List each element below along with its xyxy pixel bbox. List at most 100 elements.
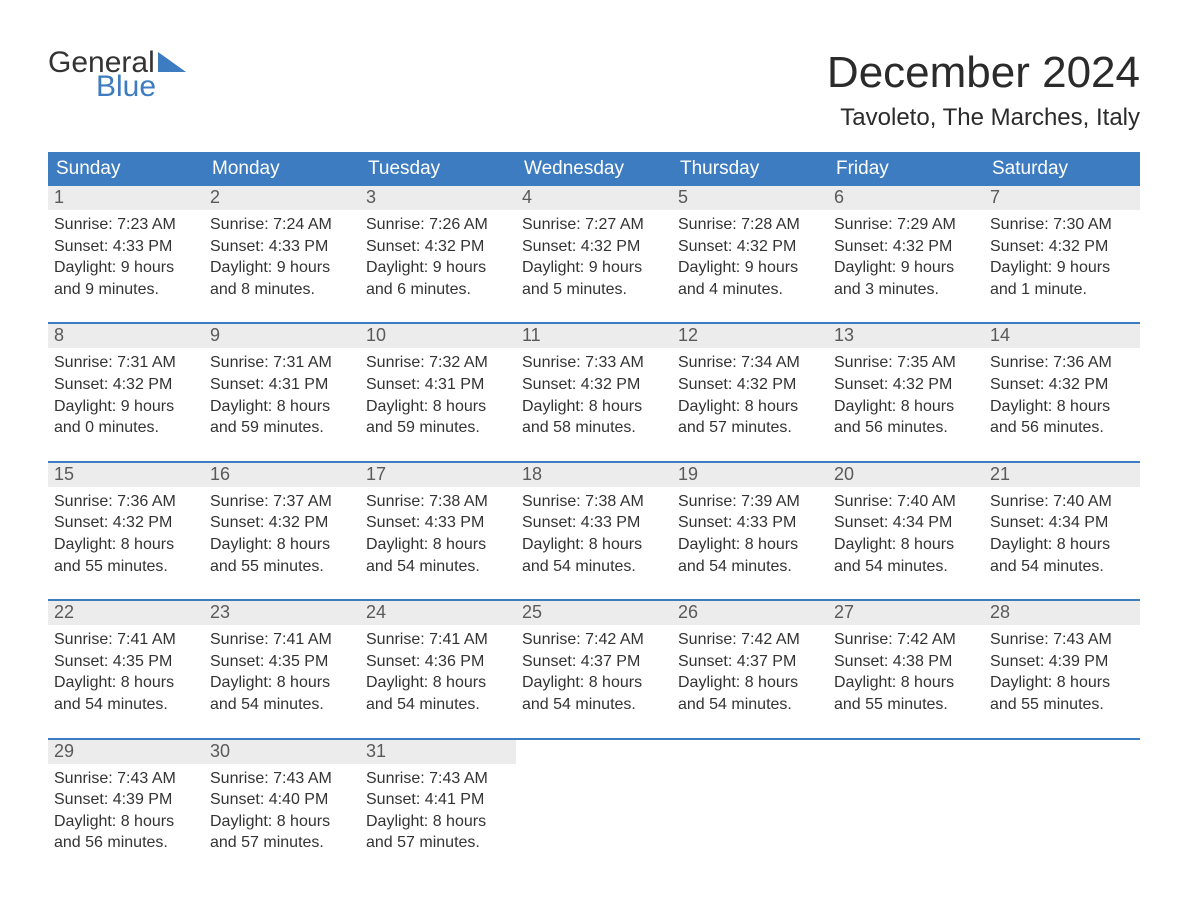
sunset-text: Sunset: 4:33 PM	[210, 236, 354, 258]
dow-monday: Monday	[204, 152, 360, 186]
page-header: General Blue December 2024 Tavoleto, The…	[48, 48, 1140, 132]
sunrise-text: Sunrise: 7:37 AM	[210, 491, 354, 513]
day-detail-cell: Sunrise: 7:28 AMSunset: 4:32 PMDaylight:…	[672, 210, 828, 322]
sunset-text: Sunset: 4:35 PM	[54, 651, 198, 673]
daylight-line2: and 9 minutes.	[54, 279, 198, 301]
day-number-cell: 1	[48, 186, 204, 210]
sunset-text: Sunset: 4:31 PM	[366, 374, 510, 396]
daylight-line1: Daylight: 8 hours	[366, 672, 510, 694]
day-number: 20	[834, 464, 854, 484]
day-detail-cell: Sunrise: 7:42 AMSunset: 4:38 PMDaylight:…	[828, 625, 984, 737]
dow-wednesday: Wednesday	[516, 152, 672, 186]
day-number: 10	[366, 325, 386, 345]
day-number: 27	[834, 602, 854, 622]
daylight-line2: and 54 minutes.	[366, 694, 510, 716]
sunrise-text: Sunrise: 7:28 AM	[678, 214, 822, 236]
day-detail-cell	[984, 764, 1140, 876]
day-of-week-header-row: Sunday Monday Tuesday Wednesday Thursday…	[48, 152, 1140, 186]
sunset-text: Sunset: 4:32 PM	[990, 374, 1134, 396]
day-detail-row: Sunrise: 7:36 AMSunset: 4:32 PMDaylight:…	[48, 487, 1140, 599]
day-number: 19	[678, 464, 698, 484]
sunset-text: Sunset: 4:39 PM	[54, 789, 198, 811]
dow-saturday: Saturday	[984, 152, 1140, 186]
daylight-line2: and 57 minutes.	[210, 832, 354, 854]
daylight-line2: and 54 minutes.	[990, 556, 1134, 578]
sunrise-text: Sunrise: 7:42 AM	[834, 629, 978, 651]
sunset-text: Sunset: 4:37 PM	[678, 651, 822, 673]
daylight-line2: and 56 minutes.	[990, 417, 1134, 439]
day-number: 18	[522, 464, 542, 484]
daylight-line1: Daylight: 8 hours	[678, 534, 822, 556]
sunset-text: Sunset: 4:41 PM	[366, 789, 510, 811]
day-number: 31	[366, 741, 386, 761]
day-detail-cell: Sunrise: 7:33 AMSunset: 4:32 PMDaylight:…	[516, 348, 672, 460]
daylight-line2: and 54 minutes.	[678, 694, 822, 716]
sunset-text: Sunset: 4:34 PM	[990, 512, 1134, 534]
day-number-cell: 29	[48, 740, 204, 764]
day-detail-cell: Sunrise: 7:26 AMSunset: 4:32 PMDaylight:…	[360, 210, 516, 322]
dow-tuesday: Tuesday	[360, 152, 516, 186]
daylight-line1: Daylight: 9 hours	[678, 257, 822, 279]
sunrise-text: Sunrise: 7:36 AM	[54, 491, 198, 513]
day-number-cell: 10	[360, 324, 516, 348]
day-number-cell: 8	[48, 324, 204, 348]
day-number: 1	[54, 187, 64, 207]
day-number: 21	[990, 464, 1010, 484]
day-detail-cell: Sunrise: 7:31 AMSunset: 4:31 PMDaylight:…	[204, 348, 360, 460]
calendar-page: General Blue December 2024 Tavoleto, The…	[0, 0, 1188, 876]
daylight-line2: and 6 minutes.	[366, 279, 510, 301]
day-number-cell: 15	[48, 463, 204, 487]
day-number: 30	[210, 741, 230, 761]
daylight-line2: and 54 minutes.	[834, 556, 978, 578]
sunset-text: Sunset: 4:32 PM	[834, 374, 978, 396]
brand-text-blue: Blue	[96, 72, 188, 102]
sunrise-text: Sunrise: 7:31 AM	[54, 352, 198, 374]
day-detail-row: Sunrise: 7:23 AMSunset: 4:33 PMDaylight:…	[48, 210, 1140, 322]
daylight-line1: Daylight: 9 hours	[834, 257, 978, 279]
sunrise-text: Sunrise: 7:27 AM	[522, 214, 666, 236]
day-number: 24	[366, 602, 386, 622]
daylight-line2: and 59 minutes.	[366, 417, 510, 439]
day-detail-cell	[672, 764, 828, 876]
day-detail-cell: Sunrise: 7:23 AMSunset: 4:33 PMDaylight:…	[48, 210, 204, 322]
daylight-line2: and 58 minutes.	[522, 417, 666, 439]
daylight-line2: and 55 minutes.	[210, 556, 354, 578]
calendar-table: Sunday Monday Tuesday Wednesday Thursday…	[48, 152, 1140, 876]
day-detail-row: Sunrise: 7:43 AM Sunset: 4:39 PMDaylight:…	[48, 764, 1140, 876]
day-number: 8	[54, 325, 64, 345]
day-detail-cell: Sunrise: 7:32 AMSunset: 4:31 PMDaylight:…	[360, 348, 516, 460]
day-detail-cell: Sunrise: 7:29 AMSunset: 4:32 PMDaylight:…	[828, 210, 984, 322]
daylight-line1: Daylight: 8 hours	[54, 811, 198, 833]
sunset-text: Sunset: 4:36 PM	[366, 651, 510, 673]
day-number-cell	[828, 740, 984, 764]
day-number-cell: 9	[204, 324, 360, 348]
day-number: 3	[366, 187, 376, 207]
sunrise-text: Sunrise: 7:34 AM	[678, 352, 822, 374]
sunset-text: Sunset: 4:32 PM	[522, 236, 666, 258]
daylight-line2: and 56 minutes.	[54, 832, 198, 854]
day-number-row: 1234567	[48, 186, 1140, 210]
sunset-text: Sunset: 4:35 PM	[210, 651, 354, 673]
daylight-line1: Daylight: 8 hours	[54, 534, 198, 556]
day-detail-cell: Sunrise: 7:34 AMSunset: 4:32 PMDaylight:…	[672, 348, 828, 460]
day-detail-cell: Sunrise: 7:35 AMSunset: 4:32 PMDaylight:…	[828, 348, 984, 460]
sunrise-text: Sunrise: 7:41 AM	[54, 629, 198, 651]
day-number: 23	[210, 602, 230, 622]
day-detail-cell: Sunrise: 7:41 AMSunset: 4:35 PMDaylight:…	[204, 625, 360, 737]
day-number-cell: 21	[984, 463, 1140, 487]
day-number: 7	[990, 187, 1000, 207]
day-number-cell: 4	[516, 186, 672, 210]
day-number-cell: 23	[204, 601, 360, 625]
daylight-line1: Daylight: 8 hours	[210, 396, 354, 418]
sunset-text: Sunset: 4:34 PM	[834, 512, 978, 534]
daylight-line1: Daylight: 8 hours	[210, 534, 354, 556]
sunrise-text: Sunrise: 7:43 AM	[366, 768, 510, 790]
sunset-text: Sunset: 4:32 PM	[54, 512, 198, 534]
sunrise-text: Sunrise: 7:31 AM	[210, 352, 354, 374]
sunset-text: Sunset: 4:32 PM	[678, 374, 822, 396]
day-number: 15	[54, 464, 74, 484]
day-number: 9	[210, 325, 220, 345]
sunset-text: Sunset: 4:32 PM	[678, 236, 822, 258]
day-detail-cell: Sunrise: 7:43 AMSunset: 4:39 PMDaylight:…	[984, 625, 1140, 737]
day-number: 17	[366, 464, 386, 484]
